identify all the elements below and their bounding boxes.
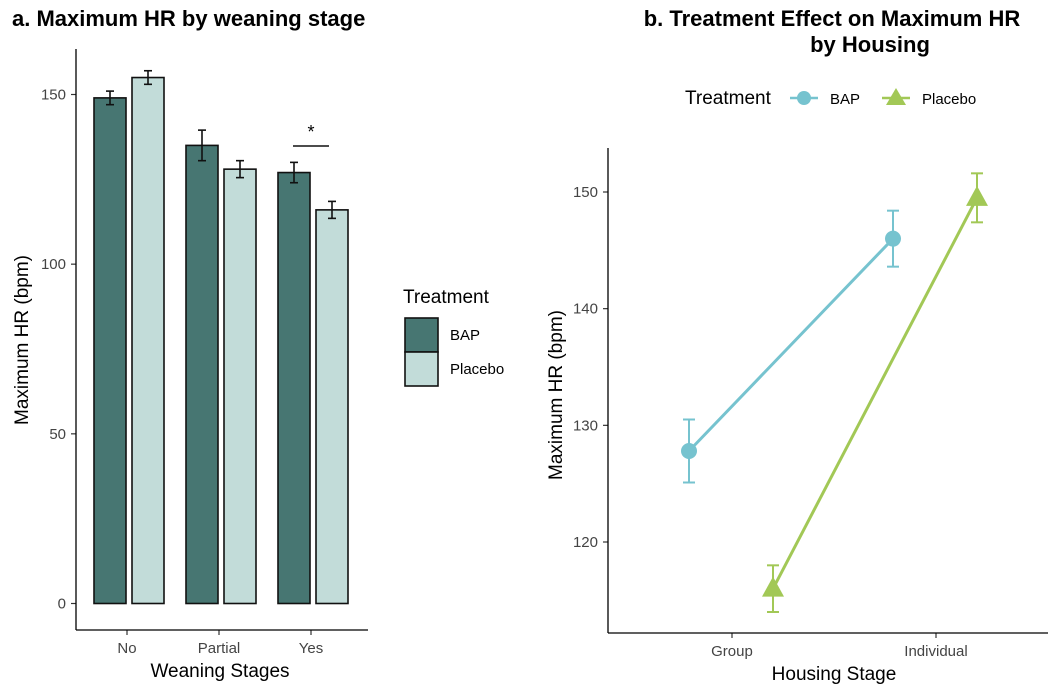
panel-b-legend-label-placebo: Placebo bbox=[922, 91, 976, 108]
bar-bap-partial bbox=[185, 144, 219, 605]
y-tick-label: 150 bbox=[41, 87, 66, 104]
panel-b-title-line-2: by Housing bbox=[810, 32, 930, 57]
panel-a-bars: * bbox=[93, 69, 349, 605]
panel-a-y-axis: 0 50 100 150 bbox=[41, 87, 76, 613]
panel-b-y-axis: 120 130 140 150 bbox=[573, 184, 608, 551]
legend-swatch-bap bbox=[404, 317, 439, 353]
point-placebo bbox=[762, 576, 784, 597]
point-bap bbox=[885, 230, 901, 247]
series-line-bap bbox=[687, 237, 895, 453]
y-tick-label: 0 bbox=[58, 596, 66, 613]
bar-bap-no bbox=[93, 97, 127, 605]
point-bap bbox=[681, 443, 697, 459]
panel-a-x-axis-title: Weaning Stages bbox=[150, 661, 289, 682]
panel-b-legend-title: Treatment bbox=[685, 88, 772, 109]
legend-marker-bap bbox=[797, 91, 811, 105]
panel-b-x-axis: Group Individual bbox=[711, 633, 968, 660]
bar-placebo-yes bbox=[315, 209, 349, 605]
legend-marker-placebo bbox=[886, 88, 906, 105]
series-line-placebo bbox=[771, 197, 979, 590]
significance-star: * bbox=[307, 122, 314, 142]
y-tick-label: 50 bbox=[49, 426, 66, 443]
panel-a: a. Maximum HR by weaning stage 0 50 100 150… bbox=[12, 6, 504, 682]
y-tick-label: 120 bbox=[573, 534, 598, 551]
bar-placebo-partial bbox=[223, 168, 257, 605]
x-tick-label: No bbox=[117, 640, 136, 657]
panel-b-series bbox=[681, 172, 988, 613]
point-placebo bbox=[966, 185, 988, 206]
panel-a-legend-label-placebo: Placebo bbox=[450, 361, 504, 378]
y-tick-label: 140 bbox=[573, 301, 598, 318]
panel-b-y-axis-title: Maximum HR (bpm) bbox=[546, 310, 567, 480]
panel-b-x-axis-title: Housing Stage bbox=[772, 664, 897, 685]
bar-placebo-no bbox=[131, 76, 165, 605]
x-tick-label: Individual bbox=[904, 643, 967, 660]
panel-b: b. Treatment Effect on Maximum HR by Hou… bbox=[546, 6, 1048, 685]
panel-a-title: a. Maximum HR by weaning stage bbox=[12, 6, 365, 31]
panel-a-y-axis-title: Maximum HR (bpm) bbox=[12, 255, 33, 425]
panel-a-legend: Treatment BAP Placebo bbox=[403, 287, 504, 387]
panel-b-legend: Treatment BAP Placebo bbox=[685, 88, 976, 109]
bar-bap-yes bbox=[277, 171, 311, 605]
y-tick-label: 100 bbox=[41, 256, 66, 273]
x-tick-label: Group bbox=[711, 643, 753, 660]
x-tick-label: Partial bbox=[198, 640, 241, 657]
y-tick-label: 130 bbox=[573, 417, 598, 434]
panel-a-x-axis: No Partial Yes bbox=[117, 630, 323, 657]
panel-b-legend-label-bap: BAP bbox=[830, 91, 860, 108]
legend-swatch-placebo bbox=[404, 351, 439, 387]
panel-b-title-line-1: b. Treatment Effect on Maximum HR bbox=[644, 6, 1021, 31]
x-tick-label: Yes bbox=[299, 640, 323, 657]
panel-a-legend-title: Treatment bbox=[403, 287, 490, 308]
panel-a-legend-label-bap: BAP bbox=[450, 327, 480, 344]
y-tick-label: 150 bbox=[573, 184, 598, 201]
